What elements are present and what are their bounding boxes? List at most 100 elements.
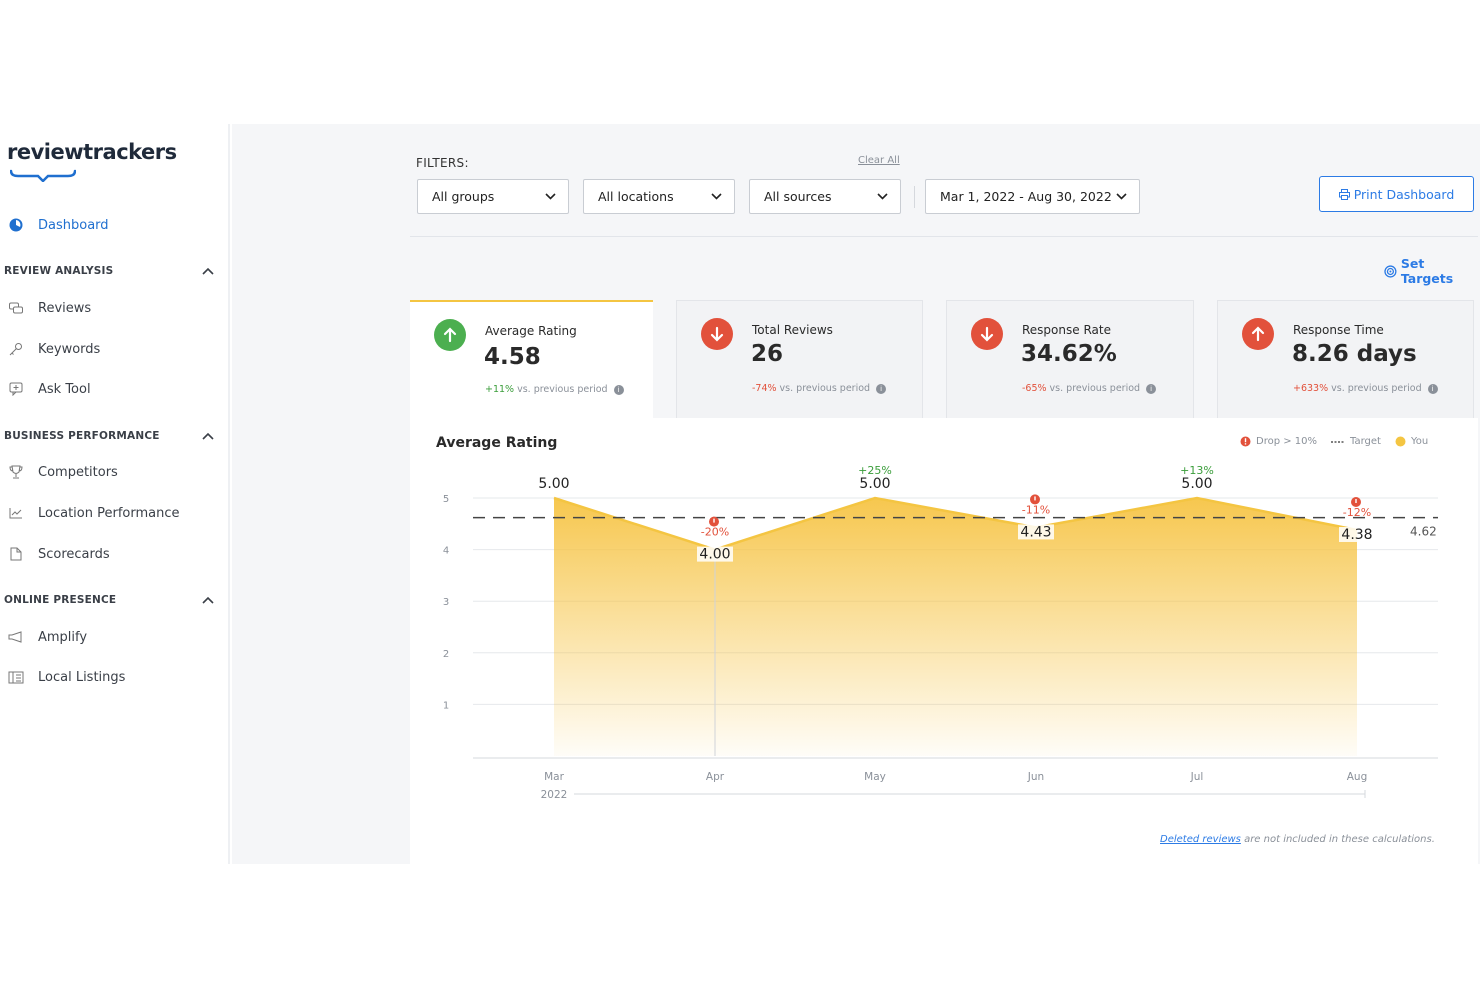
nav-competitors-label: Competitors [38, 464, 118, 480]
filter-divider [914, 186, 915, 208]
alert-icon-mark [1034, 496, 1036, 501]
sources-dropdown[interactable]: All sources [749, 179, 901, 214]
value-label: 5.00 [1181, 476, 1212, 492]
alert-icon-mark [713, 518, 715, 523]
chart-title: Average Rating [436, 435, 558, 451]
info-icon[interactable]: i [876, 383, 887, 394]
kpi-change: -74% [752, 383, 777, 394]
kpi-change-suffix: vs. previous period [517, 384, 608, 395]
logo-smile-icon [10, 169, 76, 182]
chart-footnote: Deleted reviews are not included in thes… [1160, 834, 1435, 845]
chevron-up-icon [202, 596, 214, 604]
legend-drop: Drop > 10% [1240, 436, 1317, 447]
set-targets-button[interactable]: Set Targets [1384, 256, 1480, 286]
x-tick-label: May [864, 771, 886, 783]
nav-location-performance-label: Location Performance [38, 505, 180, 521]
alert-icon [1351, 496, 1361, 507]
nav-competitors[interactable]: Competitors [0, 460, 118, 484]
date-range-picker[interactable]: Mar 1, 2022 - Aug 30, 2022 [925, 179, 1140, 214]
section-online-presence-title: ONLINE PRESENCE [4, 594, 117, 606]
kpi-card-response-time[interactable]: Response Time 8.26 days +633% vs. previo… [1217, 300, 1474, 418]
kpi-card-total-reviews[interactable]: Total Reviews 26 -74% vs. previous perio… [676, 300, 923, 418]
dashed-line-icon [1331, 440, 1346, 443]
change-label: +25% [858, 464, 892, 477]
chevron-up-icon [202, 432, 214, 440]
alert-icon [709, 516, 719, 527]
legend-you: You [1395, 436, 1428, 447]
value-label-bg [697, 546, 733, 562]
printer-icon [1338, 188, 1350, 200]
kpi-title: Average Rating [485, 324, 577, 338]
locations-dropdown-value: All locations [598, 189, 674, 204]
brand-logo[interactable]: reviewtrackers [7, 140, 177, 164]
value-label: 4.43 [1020, 524, 1051, 540]
y-tick-label: 4 [443, 546, 449, 557]
nav-scorecards[interactable]: Scorecards [0, 542, 110, 566]
set-targets-label: Set Targets [1400, 256, 1454, 286]
value-label: 5.00 [859, 476, 890, 492]
y-tick-label: 1 [443, 700, 449, 711]
x-tick-label: Jul [1190, 771, 1204, 783]
megaphone-icon [8, 629, 24, 645]
legend-drop-label: Drop > 10% [1256, 436, 1318, 447]
listings-icon [8, 669, 24, 685]
section-business-performance-title: BUSINESS PERFORMANCE [4, 430, 160, 442]
series-line-you [553, 496, 1358, 551]
x-tick-label: Jun [1027, 771, 1044, 783]
arrow-up-icon [1242, 318, 1274, 350]
filters-label: FILTERS: [416, 156, 469, 170]
x-tick-label: Mar [544, 771, 564, 783]
nav-ask-tool[interactable]: Ask Tool [0, 377, 91, 401]
nav-keywords[interactable]: Keywords [0, 337, 100, 361]
print-dashboard-button[interactable]: Print Dashboard [1319, 176, 1474, 212]
nav-reviews[interactable]: Reviews [0, 296, 91, 320]
nav-location-performance[interactable]: Location Performance [0, 501, 180, 525]
value-label: 4.00 [699, 547, 730, 563]
change-label: -12% [1343, 506, 1371, 519]
dashboard-icon [8, 217, 24, 233]
value-label: 4.38 [1341, 527, 1372, 543]
nav-local-listings[interactable]: Local Listings [0, 665, 125, 689]
legend-target-label: Target [1350, 436, 1381, 447]
average-rating-chart-panel: Average Rating Drop > 10% Target You [410, 418, 1478, 864]
kpi-value: 34.62% [1021, 341, 1117, 367]
info-icon[interactable]: i [1146, 383, 1157, 394]
kpi-change-suffix: vs. previous period [1049, 383, 1141, 394]
info-icon[interactable]: i [1427, 383, 1438, 394]
nav-reviews-label: Reviews [38, 300, 92, 316]
y-tick-label: 3 [443, 597, 449, 608]
section-online-presence[interactable]: ONLINE PRESENCE [4, 591, 214, 609]
nav-dashboard[interactable]: Dashboard [0, 213, 109, 237]
alert-icon [1240, 436, 1251, 447]
chevron-down-icon [711, 193, 722, 200]
kpi-title: Total Reviews [752, 323, 833, 337]
section-review-analysis[interactable]: REVIEW ANALYSIS [4, 262, 214, 280]
info-icon[interactable]: i [613, 384, 624, 395]
y-tick-label: 2 [443, 649, 449, 660]
deleted-reviews-link[interactable]: Deleted reviews [1160, 834, 1241, 845]
kpi-comparison: -65% vs. previous period i [1022, 383, 1157, 394]
nav-keywords-label: Keywords [38, 341, 101, 357]
groups-dropdown[interactable]: All groups [417, 179, 569, 214]
value-label-bg [1339, 526, 1375, 542]
kpi-card-response-rate[interactable]: Response Rate 34.62% -65% vs. previous p… [946, 300, 1194, 418]
year-label: 2022 [541, 789, 568, 801]
kpi-change-suffix: vs. previous period [1331, 383, 1422, 394]
change-label: -11% [1022, 503, 1050, 516]
nav-amplify[interactable]: Amplify [0, 625, 87, 649]
nav-scorecards-label: Scorecards [38, 546, 110, 562]
kpi-card-average-rating[interactable]: Average Rating 4.58 +11% vs. previous pe… [410, 300, 653, 418]
nav-dashboard-label: Dashboard [38, 217, 109, 233]
kpi-change: +633% [1293, 383, 1329, 394]
average-rating-chart: 4.62 5.00-20%4.00+25%5.00-11%4.43+13%5.0… [443, 464, 1438, 801]
x-tick-label: Aug [1347, 771, 1368, 783]
change-label: +13% [1180, 464, 1214, 477]
nav-amplify-label: Amplify [38, 629, 88, 645]
section-business-performance[interactable]: BUSINESS PERFORMANCE [4, 427, 214, 445]
locations-dropdown[interactable]: All locations [583, 179, 735, 214]
clear-all-link[interactable]: Clear All [858, 155, 900, 166]
kpi-title: Response Time [1293, 323, 1384, 337]
kpi-value: 4.58 [484, 344, 541, 370]
add-comment-icon [8, 381, 24, 397]
value-label: 5.00 [538, 476, 569, 492]
